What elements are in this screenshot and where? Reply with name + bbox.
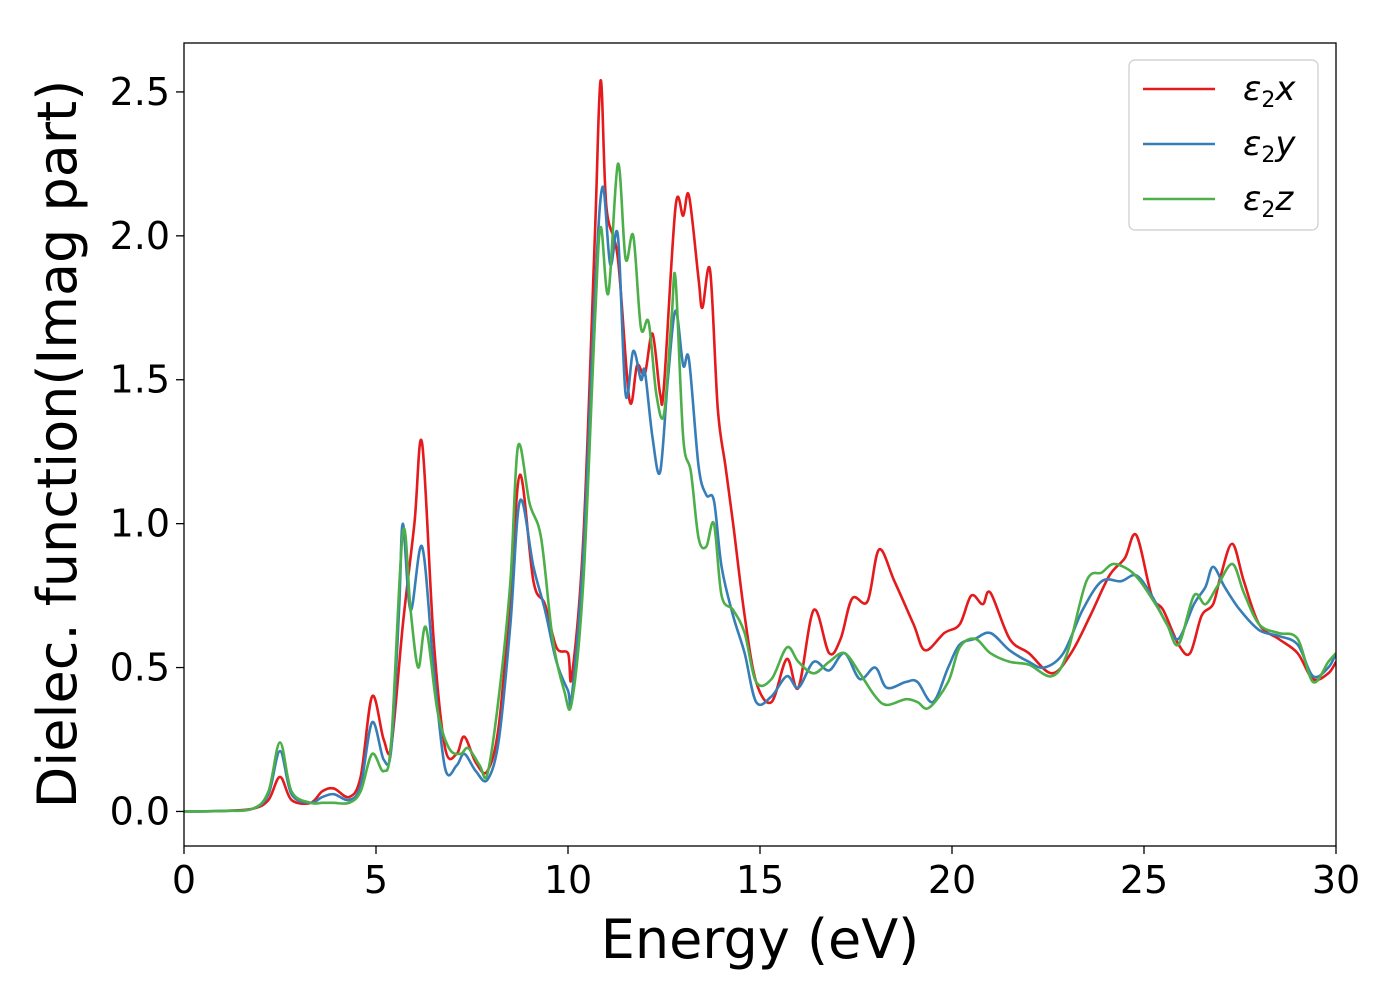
y-tick-label: 1.0	[110, 502, 170, 546]
plot-area	[184, 79, 1336, 813]
legend-label-z: ε2z	[1243, 179, 1294, 223]
legend-box	[1128, 59, 1319, 231]
legend: ε2x ε2y ε2z	[1128, 59, 1319, 231]
y-tick-label: 2.5	[110, 70, 170, 114]
x-axis: 0 5 10 15 20 25 30	[172, 846, 1360, 902]
legend-label-x: ε2x	[1243, 69, 1296, 113]
y-axis: 0.0 0.5 1.0 1.5 2.0 2.5	[110, 70, 184, 833]
x-tick-label: 20	[928, 858, 976, 902]
series-line-x	[184, 79, 1336, 813]
x-tick-label: 15	[736, 858, 784, 902]
y-tick-label: 2.0	[110, 214, 170, 258]
y-tick-label: 0.0	[110, 789, 170, 833]
series-lines	[184, 79, 1336, 813]
x-axis-title: Energy (eV)	[601, 908, 920, 971]
y-tick-label: 0.5	[110, 646, 170, 690]
series-line-z	[184, 162, 1336, 813]
x-tick-label: 0	[172, 858, 196, 902]
legend-label-y: ε2y	[1243, 124, 1296, 168]
x-tick-label: 30	[1312, 858, 1360, 902]
x-tick-label: 5	[364, 858, 388, 902]
y-tick-label: 1.5	[110, 358, 170, 402]
x-tick-label: 25	[1120, 858, 1168, 902]
x-tick-label: 10	[544, 858, 592, 902]
y-axis-title: Dielec. function(Imag part)	[26, 80, 89, 809]
